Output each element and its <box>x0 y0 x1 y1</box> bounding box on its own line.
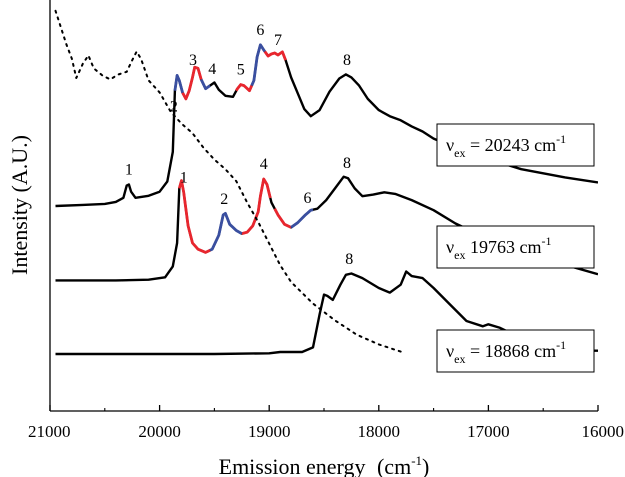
x-tick-label: 17000 <box>467 422 510 441</box>
x-tick-label: 21000 <box>28 422 71 441</box>
red-highlight-ex19763-1 <box>241 177 272 235</box>
blue-highlight-ex20243-2 <box>250 43 266 87</box>
x-axis-label-text: Emission energy <box>219 454 366 477</box>
series-ex19763 <box>55 175 598 282</box>
peak-label: 2 <box>220 191 228 208</box>
x-axis-ticks: 21000 20000 19000 18000 17000 16000 <box>28 405 624 441</box>
peak-label: 5 <box>237 62 245 79</box>
peak-label: 8 <box>343 52 351 69</box>
series-label-box <box>436 225 595 269</box>
x-tick-label: 16000 <box>582 422 625 441</box>
series-label-text: νex 19763 cm-1 <box>446 234 551 262</box>
peak-label: 4 <box>260 156 268 173</box>
blue-highlight-ex20243-1 <box>199 78 211 91</box>
series-label-text: νex = 20243 cm-1 <box>446 132 566 160</box>
series-label-text: νex = 18868 cm-1 <box>446 338 566 366</box>
series-label-ex20243: νex = 20243 cm-1 <box>436 123 595 167</box>
peak-label: 6 <box>256 22 264 39</box>
x-axis-title: Emission energy (cm-1) <box>219 453 430 477</box>
series-label-ex19763: νex 19763 cm-1 <box>436 225 595 269</box>
x-tick-label: 18000 <box>358 422 401 441</box>
blue-highlight-ex19763-1 <box>290 208 314 229</box>
series-label-box <box>436 123 595 167</box>
series-label-ex18868: νex = 18868 cm-1 <box>436 329 595 373</box>
series-labels: νex = 20243 cm-1 νex 19763 cm-1 νex = 1886… <box>436 123 595 373</box>
series-ex20243 <box>55 43 598 208</box>
red-highlight-ex19763-2 <box>273 208 292 229</box>
peak-label: 8 <box>343 155 351 172</box>
peak-label: 1 <box>180 169 188 186</box>
red-highlight-ex20243-2 <box>263 50 287 61</box>
peak-label: 6 <box>304 190 312 207</box>
y-axis-title: Intensity (A.U.) <box>7 135 32 275</box>
red-highlight-ex20243-0 <box>181 65 203 101</box>
x-tick-label: 19000 <box>248 422 291 441</box>
blue-highlight-ex19763-0 <box>209 212 243 252</box>
red-highlight-ex20243-1 <box>235 83 253 93</box>
series-label-box <box>436 329 595 373</box>
x-axis-unit-close: ) <box>422 454 429 477</box>
peak-label: 8 <box>345 251 353 268</box>
blue-highlight-ex20243-0 <box>173 74 184 94</box>
red-highlight-ex19763-0 <box>177 179 211 254</box>
x-tick-label: 20000 <box>138 422 181 441</box>
peak-label: 3 <box>189 52 197 69</box>
series-line-absorption <box>54 9 402 353</box>
peak-label: 1 <box>125 162 133 179</box>
peak-label: 7 <box>274 32 282 49</box>
peak-label: 4 <box>208 61 216 78</box>
x-axis-unit: (cm <box>377 454 411 477</box>
series-lines <box>54 9 598 356</box>
series-absorption <box>54 9 402 353</box>
peak-label: 2 <box>170 98 178 115</box>
x-axis-unit-sup: -1 <box>411 453 422 468</box>
